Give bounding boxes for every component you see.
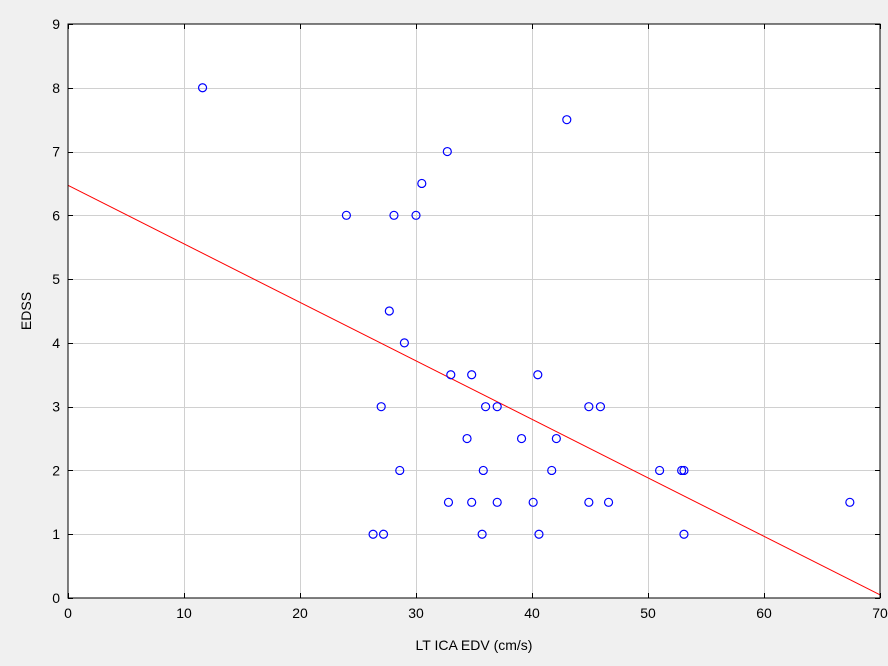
- data-point: [443, 497, 454, 507]
- data-point: [368, 529, 378, 539]
- y-tick-label: 5: [52, 271, 60, 287]
- tick-labels: 0 10 20 30 40 50 60 70 0 1 2 3 4 5 6 7 8 9: [52, 16, 888, 621]
- data-point: [679, 529, 689, 539]
- data-point: [533, 370, 543, 380]
- data-point: [376, 402, 386, 412]
- y-tick-label: 6: [52, 207, 60, 223]
- y-axis-title: EDSS: [18, 292, 34, 330]
- data-point: [584, 497, 594, 507]
- data-point: [547, 465, 557, 476]
- regression-line: [67, 184, 881, 596]
- y-tick-label: 1: [52, 526, 60, 542]
- data-point: [378, 529, 389, 539]
- data-point: [395, 465, 405, 476]
- data-point: [442, 146, 452, 157]
- data-point: [446, 370, 456, 380]
- data-point: [528, 497, 538, 507]
- data-point: [477, 529, 487, 539]
- x-tick-label: 40: [524, 605, 540, 621]
- data-point: [492, 402, 502, 412]
- data-point: [481, 402, 491, 412]
- data-point: [341, 210, 351, 220]
- data-point: [384, 306, 394, 316]
- y-tick-label: 0: [52, 590, 60, 606]
- x-tick-label: 20: [292, 605, 308, 621]
- grid-lines: [68, 24, 880, 598]
- plot-area: [68, 24, 880, 598]
- y-tick-label: 7: [52, 144, 60, 160]
- data-point: [478, 465, 488, 476]
- data-point: [417, 178, 427, 189]
- data-points: [197, 83, 855, 539]
- data-point: [467, 497, 477, 507]
- data-point: [603, 497, 614, 507]
- x-tick-label: 50: [640, 605, 656, 621]
- data-point: [389, 210, 399, 220]
- data-point: [399, 338, 409, 348]
- y-tick-label: 4: [52, 335, 60, 351]
- plot-frame: [67, 23, 881, 599]
- data-point: [679, 465, 689, 476]
- data-point: [462, 433, 472, 444]
- y-tick-label: 2: [52, 462, 60, 478]
- x-tick-label: 0: [64, 605, 72, 621]
- x-tick-label: 30: [408, 605, 424, 621]
- data-point: [562, 115, 572, 125]
- data-point: [467, 370, 477, 380]
- x-axis-title: LT ICA EDV (cm/s): [416, 637, 533, 653]
- y-tick-label: 8: [52, 80, 60, 96]
- data-point: [584, 402, 594, 412]
- data-point: [411, 210, 421, 220]
- data-point: [492, 497, 502, 507]
- y-tick-label: 9: [52, 16, 60, 32]
- data-point: [677, 465, 687, 476]
- data-point: [534, 529, 544, 539]
- data-point: [551, 433, 561, 444]
- x-tick-label: 70: [872, 605, 888, 621]
- y-tick-label: 3: [52, 399, 60, 415]
- data-point: [654, 465, 665, 476]
- fit-line-group: [67, 184, 881, 596]
- x-tick-label: 10: [176, 605, 192, 621]
- data-point: [595, 402, 606, 412]
- data-point: [197, 83, 208, 93]
- data-point: [516, 433, 527, 444]
- data-point: [845, 497, 855, 507]
- x-tick-label: 60: [756, 605, 772, 621]
